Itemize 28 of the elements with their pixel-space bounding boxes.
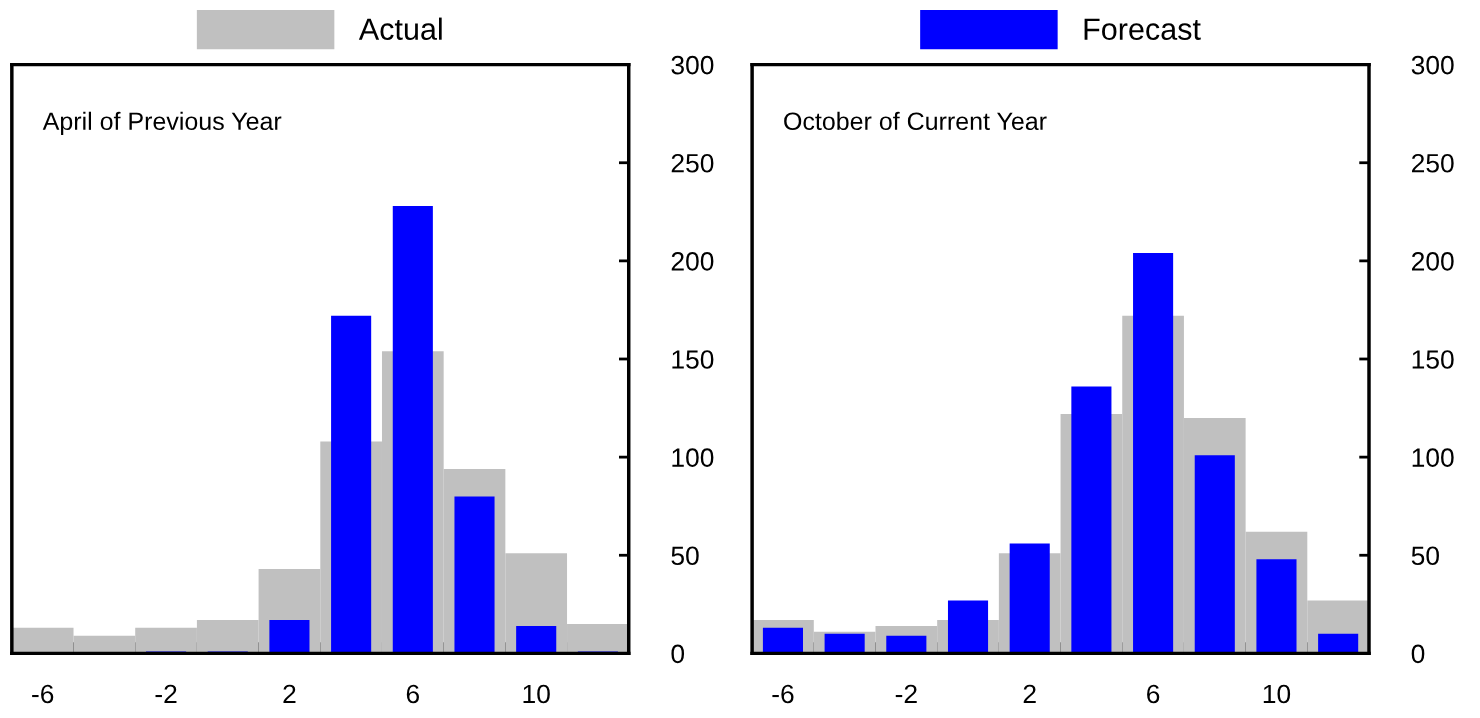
x-tick-label: -2 [155,684,177,704]
x-tick-label: 10 [1263,684,1291,704]
x-tick-label: -6 [32,684,54,704]
y-tick-label: 50 [1411,546,1439,566]
legend-label: Actual [358,17,442,41]
y-tick-label: 150 [672,350,714,369]
y-tick-label: 100 [1412,448,1454,467]
x-tick-label: 10 [523,684,550,704]
x-tick-label: 6 [406,684,419,704]
y-tick-label: 300 [1411,55,1454,75]
annotation: October of Current Year [784,111,1047,131]
x-tick-label: 6 [1147,684,1160,704]
x-tick-label: 2 [1023,684,1036,704]
y-tick-label: 0 [1411,644,1425,664]
annotation: April of Previous Year [42,111,282,136]
y-tick-label: 300 [671,55,714,75]
y-tick-label: 100 [672,448,714,467]
y-tick-label: 200 [671,252,714,271]
legend-label: Forecast [1084,18,1201,41]
y-tick-label: 0 [671,644,685,664]
y-tick-label: 250 [671,153,714,173]
y-tick-label: 50 [671,546,699,566]
y-tick-label: 150 [1412,350,1454,369]
x-tick-label: 2 [283,684,296,704]
y-tick-label: 200 [1411,252,1454,271]
y-tick-label: 250 [1411,153,1454,173]
x-tick-label: -2 [895,684,917,704]
x-tick-label: -6 [772,684,794,704]
